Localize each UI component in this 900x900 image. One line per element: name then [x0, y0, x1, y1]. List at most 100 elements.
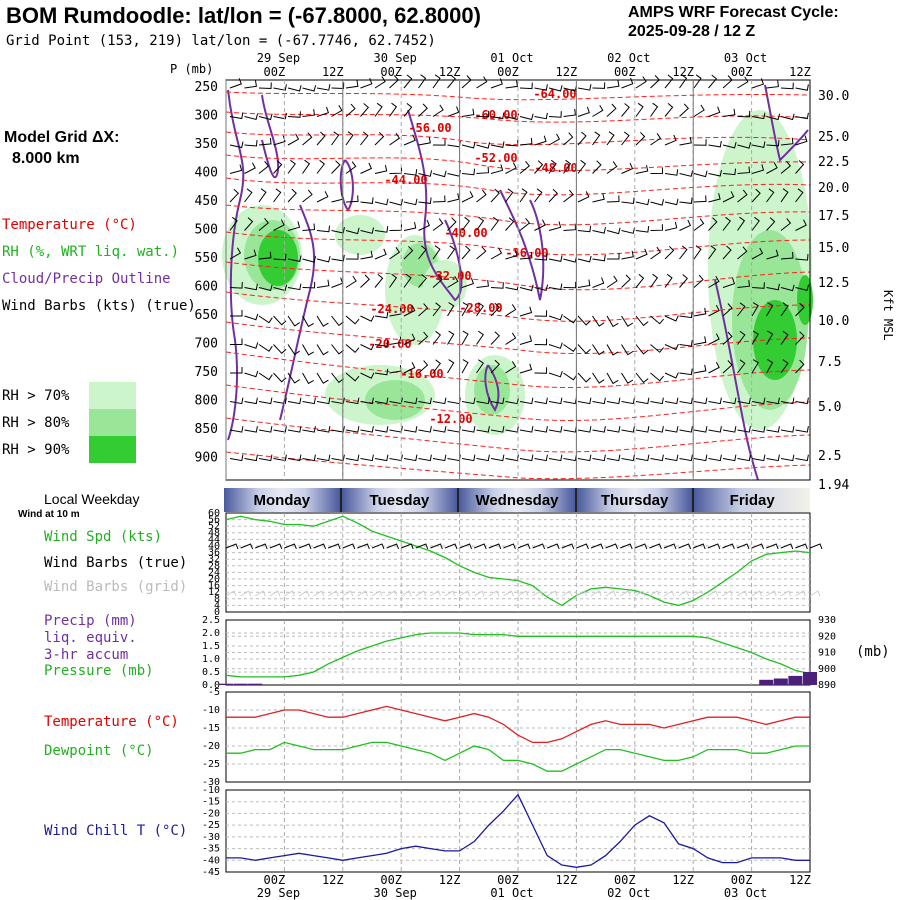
wind-barb: [693, 104, 705, 117]
wind-barb: [563, 223, 577, 231]
wind-barb: [316, 255, 331, 263]
wind-barb: [606, 80, 620, 89]
wind-barb: [258, 372, 273, 381]
wind-barb: [751, 330, 759, 345]
wind-barb: [316, 454, 331, 462]
surface-wind-barb: [707, 543, 721, 550]
wind-barb: [461, 245, 471, 260]
wind-barb: [403, 169, 418, 176]
legend-wind: Wind Barbs (kts) (true): [2, 298, 196, 314]
precip-label-2: liq. equiv.: [44, 630, 137, 646]
wind-barb: [577, 397, 592, 405]
wind-barb: [490, 282, 504, 289]
wind-barb: [679, 219, 692, 231]
wind-barb: [287, 344, 300, 356]
wind-barb: [302, 132, 313, 146]
wind-barb: [403, 454, 418, 462]
weekday-tuesday: Tuesday: [341, 488, 460, 512]
wind-barb: [447, 454, 461, 462]
pressure-tick-right: 900: [818, 664, 836, 675]
wind-barb: [389, 426, 403, 433]
wind-height-label: Wind at 10 m: [18, 509, 80, 520]
wind-barb: [592, 277, 605, 288]
wind-barb: [664, 397, 679, 405]
wind-barb: [230, 338, 243, 345]
wind-barb: [432, 218, 444, 231]
grid-wind-barb: [576, 590, 587, 597]
temperature-contour-label: -24.00: [370, 302, 413, 316]
wind-barb: [563, 108, 576, 117]
wind-barb: [229, 112, 244, 120]
wind-barb: [244, 313, 259, 321]
wind-barb: [650, 102, 659, 117]
pressure-line: [225, 632, 811, 678]
wind-barb: [447, 170, 461, 177]
legend-rh90: RH > 90%: [2, 442, 70, 458]
wind-barb: [737, 302, 746, 317]
wind-speed-tick: 52: [208, 521, 220, 532]
wind-barb: [244, 113, 259, 121]
wind-barb: [229, 188, 240, 203]
precip-bar: [759, 679, 774, 685]
wind-barb: [766, 217, 776, 231]
wind-barb: [389, 273, 398, 288]
wind-barb: [374, 102, 383, 117]
temperature-tick: -15: [202, 723, 220, 734]
wind-barb: [230, 310, 243, 317]
wind-barb: [273, 426, 287, 433]
wind-barb: [519, 137, 533, 146]
wind-barb: [592, 131, 601, 146]
wind-barb: [635, 76, 647, 89]
pressure-tick-right: 910: [818, 648, 836, 659]
temperature-contour-label: -32.00: [428, 269, 471, 283]
wind-barb: [418, 136, 431, 146]
wind-barb: [273, 188, 282, 203]
pressure-tick: 250: [195, 80, 218, 95]
wind-barb: [577, 84, 592, 91]
wind-barb: [693, 307, 707, 317]
wind-barb: [374, 397, 389, 405]
wind-barb: [461, 397, 476, 405]
wind-barb: [316, 159, 325, 174]
wind-barb: [693, 218, 705, 231]
kft-tick: 20.0: [818, 181, 849, 196]
wind-barb: [374, 426, 389, 433]
grid-wind-barb: [254, 590, 266, 597]
wind-barb: [548, 159, 557, 174]
surface-wind-barb: [809, 543, 823, 550]
precip-tick: 0.5: [202, 667, 220, 678]
wind-barb: [345, 161, 357, 174]
wind-barb: [650, 426, 664, 433]
forecast-cycle: AMPS WRF Forecast Cycle: 2025-09-28 / 12…: [628, 3, 839, 41]
wind-barb: [432, 397, 447, 405]
wind-barb: [316, 191, 329, 203]
wind-barb: [273, 219, 285, 231]
surface-wind-barb: [415, 543, 429, 550]
wind-barb: [360, 397, 374, 405]
legend-rh90-swatch: [89, 436, 136, 463]
wind-barb: [606, 426, 621, 433]
wind-barb: [534, 397, 548, 405]
wind-barb: [519, 82, 533, 90]
wind-barb: [418, 397, 432, 405]
kft-tick: 17.5: [818, 209, 849, 224]
surface-wind-barb: [503, 543, 516, 550]
wind-barb: [316, 372, 329, 384]
legend-rh70-swatch: [89, 382, 136, 409]
wind-barb: [722, 141, 737, 149]
wind-barb: [592, 160, 602, 174]
grid-wind-barb: [561, 590, 573, 597]
grid-wind-barb: [269, 590, 281, 597]
wind-speed-tick: 4: [214, 600, 220, 611]
windchill-tick: -15: [202, 797, 220, 808]
wind-barb: [476, 189, 487, 203]
wind-barb: [505, 162, 517, 174]
kft-tick: 15.0: [818, 241, 849, 256]
wind-barb: [679, 397, 693, 405]
wind-barb: [548, 314, 563, 321]
wind-barb: [447, 397, 461, 405]
top-hour-label: 12Z: [439, 65, 461, 79]
wind-barbs-true-label: Wind Barbs (true): [44, 555, 188, 571]
wind-barb: [795, 331, 805, 345]
wind-barb: [461, 216, 470, 231]
